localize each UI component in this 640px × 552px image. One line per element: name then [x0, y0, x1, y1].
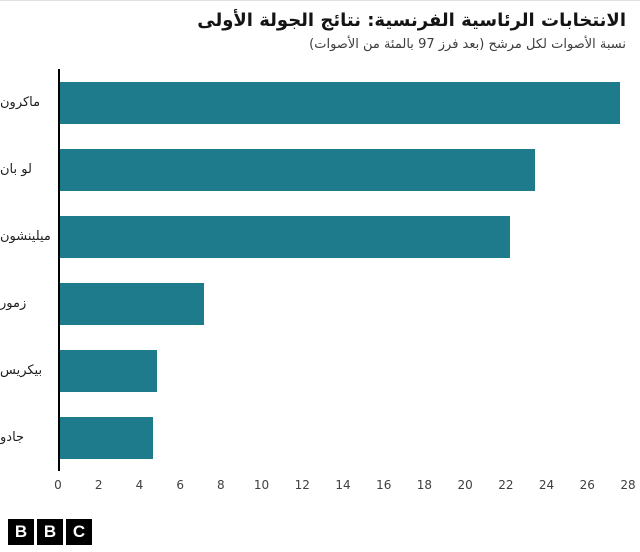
bar-area [58, 69, 628, 136]
bar-row: لو بان [0, 136, 628, 203]
category-label: جادو [0, 430, 25, 445]
x-tick-label: 6 [176, 478, 184, 492]
bar-area [58, 203, 628, 270]
bar-area [58, 404, 628, 471]
bar-row: ماكرون [0, 69, 628, 136]
x-tick-label: 12 [294, 478, 310, 492]
bar-area [58, 337, 628, 404]
bar-row: جادو [0, 404, 628, 471]
bar-row: ميلينشون [0, 203, 628, 270]
x-tick-label: 2 [94, 478, 103, 492]
x-tick-label: 22 [498, 478, 514, 492]
x-tick-label: 4 [135, 478, 144, 492]
x-tick-label: 28 [620, 478, 636, 492]
category-label: زمور [0, 296, 27, 311]
bar-area [58, 136, 628, 203]
x-axis-spacer [0, 471, 58, 497]
bar [60, 215, 511, 258]
x-axis-ticks: 0 2 4 6 8 10 12 14 16 18 20 22 24 26 28 [54, 471, 635, 497]
bar [60, 416, 154, 459]
bar-area [58, 270, 628, 337]
bar-row: بيكريس [0, 337, 628, 404]
bar-rows: ماكرون لو بان ميلينشون زمور بيكريس جادو [0, 69, 628, 471]
x-tick-label: 20 [457, 478, 473, 492]
category-label: بيكريس [0, 363, 43, 378]
logo-letter-block: B [37, 519, 63, 545]
x-tick-label: 18 [416, 478, 433, 492]
bar [60, 282, 205, 325]
chart-subtitle: نسبة الأصوات لكل مرشح (بعد فرز 97 بالمئة… [309, 36, 626, 52]
category-label: ماكرون [0, 95, 41, 110]
bar-row: زمور [0, 270, 628, 337]
bar [60, 148, 535, 191]
bar [60, 81, 620, 124]
x-tick-label: 0 [54, 478, 62, 492]
logo-letter-block: B [8, 519, 34, 545]
chart-header: الانتخابات الرئاسية الفرنسية: نتائج الجو… [0, 1, 640, 52]
x-tick-label: 8 [217, 478, 225, 492]
category-label: ميلينشون [0, 229, 51, 244]
bar [60, 349, 158, 392]
x-tick-label: 14 [335, 478, 351, 492]
logo-letter-block: C [66, 519, 92, 545]
x-axis: 0 2 4 6 8 10 12 14 16 18 20 22 24 26 28 [0, 471, 635, 497]
chart-title: الانتخابات الرئاسية الفرنسية: نتائج الجو… [197, 10, 626, 31]
x-tick-label: 24 [538, 478, 555, 492]
x-tick-label: 10 [253, 478, 270, 492]
x-tick-label: 16 [376, 478, 392, 492]
category-label: لو بان [0, 162, 32, 177]
x-tick-label: 26 [579, 478, 595, 492]
